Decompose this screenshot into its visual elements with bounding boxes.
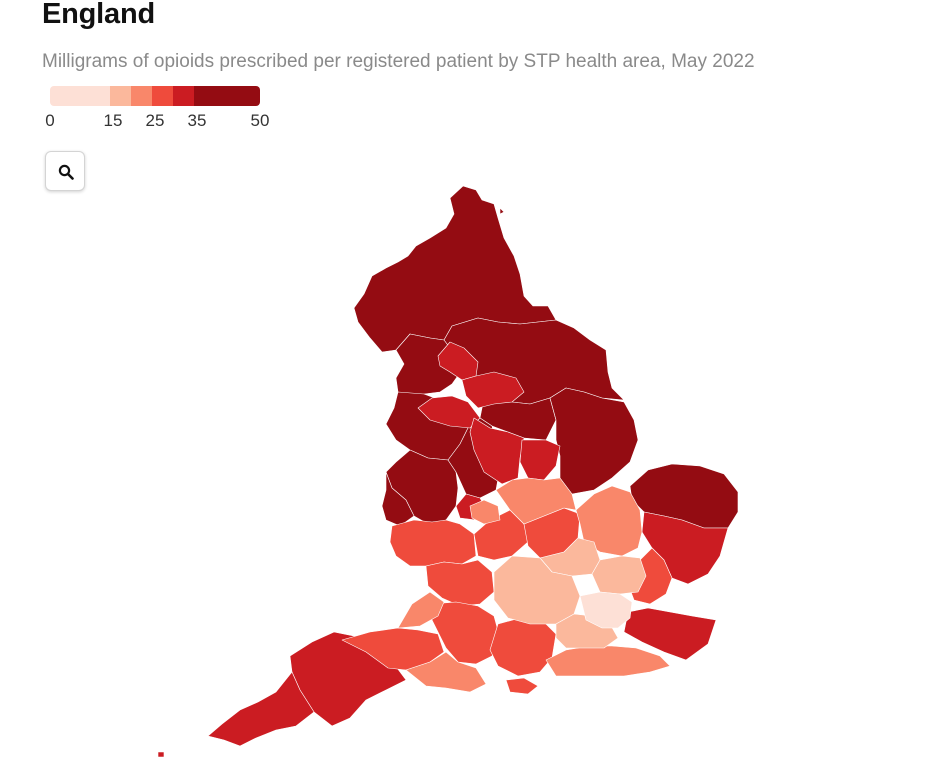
legend-tick-50: 50 — [250, 111, 270, 130]
region-nottinghamshire[interactable] — [519, 439, 561, 481]
region-cambridge-peterborough[interactable] — [575, 485, 643, 557]
legend-tick-25: 25 — [145, 111, 165, 130]
region-shropshire-telford[interactable] — [389, 519, 477, 567]
region-gloucestershire-bristol[interactable] — [431, 601, 501, 665]
region-humber-coast-vale[interactable] — [549, 387, 639, 495]
region-sussex[interactable] — [545, 645, 671, 677]
legend-swatch-35-50 — [194, 86, 260, 106]
region-birmingham-solihull[interactable] — [469, 499, 501, 525]
region-wiltshire-banes[interactable] — [397, 591, 445, 629]
region-somerset[interactable] — [341, 627, 445, 671]
legend-swatch-20-25 — [131, 86, 152, 106]
legend-color-bar — [50, 86, 260, 106]
legend-swatch-15-20 — [110, 86, 131, 106]
page-subtitle: Milligrams of opioids prescribed per reg… — [42, 51, 755, 72]
page-title: England — [42, 0, 155, 30]
legend-swatch-30-35 — [173, 86, 194, 106]
region-bradford-leeds[interactable] — [461, 371, 525, 409]
legend-tick-0: 0 — [45, 111, 55, 130]
region-derbyshire-north[interactable] — [469, 417, 525, 485]
legend-tick-35: 35 — [187, 111, 207, 130]
region-london[interactable] — [579, 591, 633, 629]
color-legend: 0 15 25 35 50 — [45, 86, 278, 136]
region-kent-medway[interactable] — [623, 607, 717, 661]
legend-tick-15: 15 — [103, 111, 123, 130]
region-hampshire[interactable] — [489, 617, 557, 677]
region-hertfordshire-west-essex[interactable] — [591, 555, 647, 595]
zoom-button[interactable] — [45, 151, 85, 191]
region-lindisfarne[interactable] — [499, 207, 505, 215]
legend-swatch-0-15 — [50, 86, 110, 106]
region-lincolnshire-south[interactable] — [495, 477, 577, 525]
region-cornwall[interactable] — [207, 671, 315, 747]
region-lancashire-east[interactable] — [417, 395, 481, 429]
region-oxfordshire-bucks[interactable] — [493, 555, 581, 625]
region-dorset[interactable] — [405, 651, 487, 693]
region-isles-of-scilly[interactable] — [157, 751, 165, 758]
region-isle-of-wight[interactable] — [505, 677, 539, 695]
legend-swatch-25-30 — [152, 86, 173, 106]
magnifier-icon — [58, 164, 74, 180]
